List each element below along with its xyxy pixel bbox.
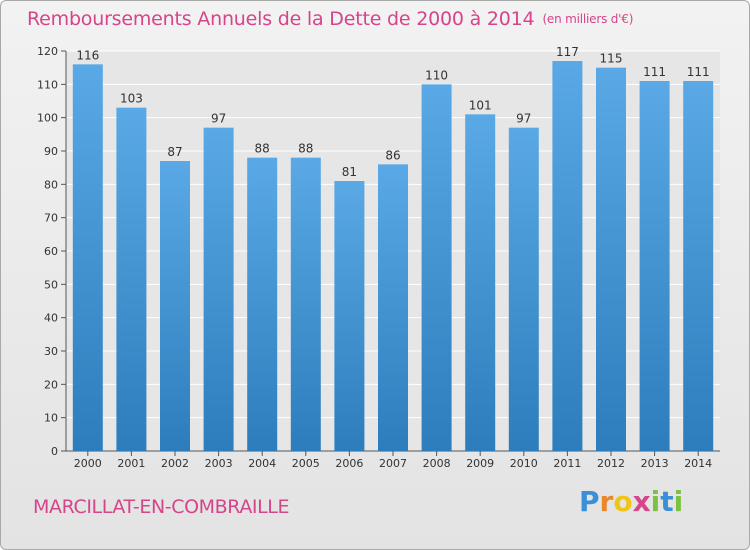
- bar-2001: [116, 107, 147, 452]
- y-tick-label: 60: [44, 245, 58, 258]
- y-tick-label: 20: [44, 378, 58, 391]
- data-label-2007: 86: [385, 148, 400, 162]
- x-tick-label-2011: 2011: [553, 457, 581, 470]
- x-tick-label-2005: 2005: [292, 457, 320, 470]
- data-label-2014: 111: [687, 65, 710, 79]
- bar-2014: [683, 81, 714, 451]
- y-tick-label: 50: [44, 278, 58, 291]
- y-tick-label: 80: [44, 178, 58, 191]
- x-tick-label-2001: 2001: [117, 457, 145, 470]
- chart-title-text: Remboursements Annuels de la Dette de 20…: [27, 8, 535, 30]
- chart-unit: (en milliers d'€): [542, 12, 634, 26]
- data-label-2008: 110: [425, 68, 448, 82]
- y-tick-label: 70: [44, 212, 58, 225]
- data-label-2001: 103: [120, 92, 143, 106]
- x-tick-label-2000: 2000: [74, 457, 102, 470]
- y-tick-label: 110: [37, 78, 58, 91]
- data-label-2012: 115: [600, 52, 623, 66]
- y-tick-label: 30: [44, 345, 58, 358]
- x-tick-label-2010: 2010: [510, 457, 538, 470]
- x-tick-label-2004: 2004: [248, 457, 276, 470]
- bar-2010: [508, 127, 539, 452]
- data-label-2003: 97: [211, 112, 226, 126]
- x-tick-label-2003: 2003: [205, 457, 233, 470]
- logo-letter: o: [613, 485, 633, 518]
- data-label-2005: 88: [298, 142, 313, 156]
- x-tick-label-2002: 2002: [161, 457, 189, 470]
- x-tick-label-2012: 2012: [597, 457, 625, 470]
- bar-2005: [290, 157, 321, 451]
- data-label-2004: 88: [255, 142, 270, 156]
- x-tick-label-2013: 2013: [641, 457, 669, 470]
- bar-2009: [465, 114, 496, 451]
- chart-title: Remboursements Annuels de la Dette de 20…: [27, 8, 633, 30]
- y-tick-label: 100: [37, 112, 58, 125]
- commune-name: MARCILLAT-EN-COMBRAILLE: [33, 496, 290, 518]
- data-label-2006: 81: [342, 165, 357, 179]
- logo-letter: r: [599, 485, 614, 518]
- logo-letter: t: [660, 485, 674, 518]
- logo-letter: i: [673, 485, 684, 518]
- bar-2013: [639, 81, 670, 451]
- data-label-2009: 101: [469, 98, 492, 112]
- bar-2000: [72, 64, 103, 452]
- data-label-2011: 117: [556, 45, 579, 59]
- x-tick-label-2008: 2008: [423, 457, 451, 470]
- x-tick-label-2009: 2009: [466, 457, 494, 470]
- logo-letter: i: [650, 485, 661, 518]
- bar-2011: [552, 61, 583, 451]
- y-tick-label: 90: [44, 145, 58, 158]
- bar-2004: [247, 157, 278, 451]
- bar-2007: [378, 164, 408, 452]
- logo-letter: P: [579, 485, 600, 518]
- bar-2002: [160, 161, 190, 451]
- data-label-2000: 116: [76, 48, 99, 62]
- bar-2012: [596, 67, 626, 452]
- proxiti-logo: Proxiti: [579, 485, 683, 518]
- data-label-2010: 97: [516, 112, 531, 126]
- y-tick-label: 120: [37, 45, 58, 58]
- x-tick-label-2007: 2007: [379, 457, 407, 470]
- bar-2003: [203, 127, 234, 452]
- y-tick-label: 40: [44, 312, 58, 325]
- x-tick-label-2014: 2014: [684, 457, 712, 470]
- data-label-2013: 111: [643, 65, 666, 79]
- data-label-2002: 87: [167, 145, 182, 159]
- x-tick-label-2006: 2006: [335, 457, 363, 470]
- logo-letter: x: [632, 485, 651, 518]
- y-tick-label: 10: [44, 412, 58, 425]
- bar-2008: [421, 84, 452, 451]
- y-tick-label: 0: [51, 445, 58, 458]
- bar-2006: [334, 181, 365, 451]
